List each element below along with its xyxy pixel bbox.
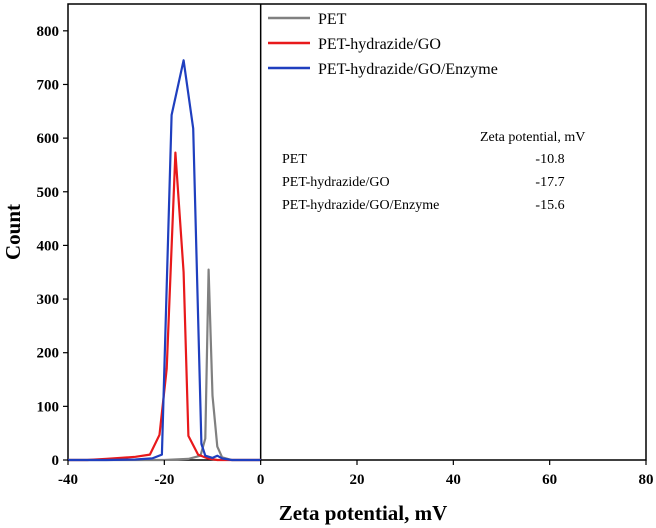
table-row-value: -15.6 [535, 198, 564, 213]
y-tick-label: 0 [52, 453, 60, 469]
table-row-value: -10.8 [535, 152, 564, 167]
table-row-label: PET-hydrazide/GO [282, 175, 390, 190]
table-row-label: PET [282, 152, 307, 167]
legend-label: PET [318, 11, 347, 28]
series-line-3 [68, 59, 261, 462]
x-tick-label: 80 [639, 472, 654, 488]
table-row-value: -17.7 [535, 175, 564, 190]
y-tick-label: 300 [37, 292, 60, 308]
x-tick-label: 40 [446, 472, 461, 488]
legend-label: PET-hydrazide/GO [318, 36, 441, 53]
table-row-label: PET-hydrazide/GO/Enzyme [282, 198, 439, 213]
series-line-2 [68, 151, 261, 462]
series-lines [68, 59, 261, 462]
y-tick-label: 600 [37, 131, 60, 147]
y-tick-label: 500 [37, 185, 60, 201]
x-tick-label: -40 [58, 472, 78, 488]
x-tick-label: 20 [350, 472, 365, 488]
y-tick-label: 400 [37, 238, 60, 254]
legend-label: PET-hydrazide/GO/Enzyme [318, 61, 498, 78]
zeta-table: Zeta potential, mV PET -10.8 PET-hydrazide/… [282, 130, 585, 213]
y-axis-title: Count [1, 204, 25, 260]
legend: PET PET-hydrazide/GO PET-hydrazide/GO/Enzy… [268, 11, 498, 78]
y-tick-label: 800 [37, 24, 60, 40]
x-tick-label: 0 [257, 472, 265, 488]
x-tick-label: -20 [154, 472, 174, 488]
y-tick-label: 100 [37, 399, 60, 415]
x-axis-title: Zeta potential, mV [279, 501, 448, 525]
x-tick-label: 60 [542, 472, 557, 488]
table-header: Zeta potential, mV [480, 130, 585, 145]
y-tick-label: 200 [37, 346, 60, 362]
y-tick-label: 700 [37, 77, 60, 93]
